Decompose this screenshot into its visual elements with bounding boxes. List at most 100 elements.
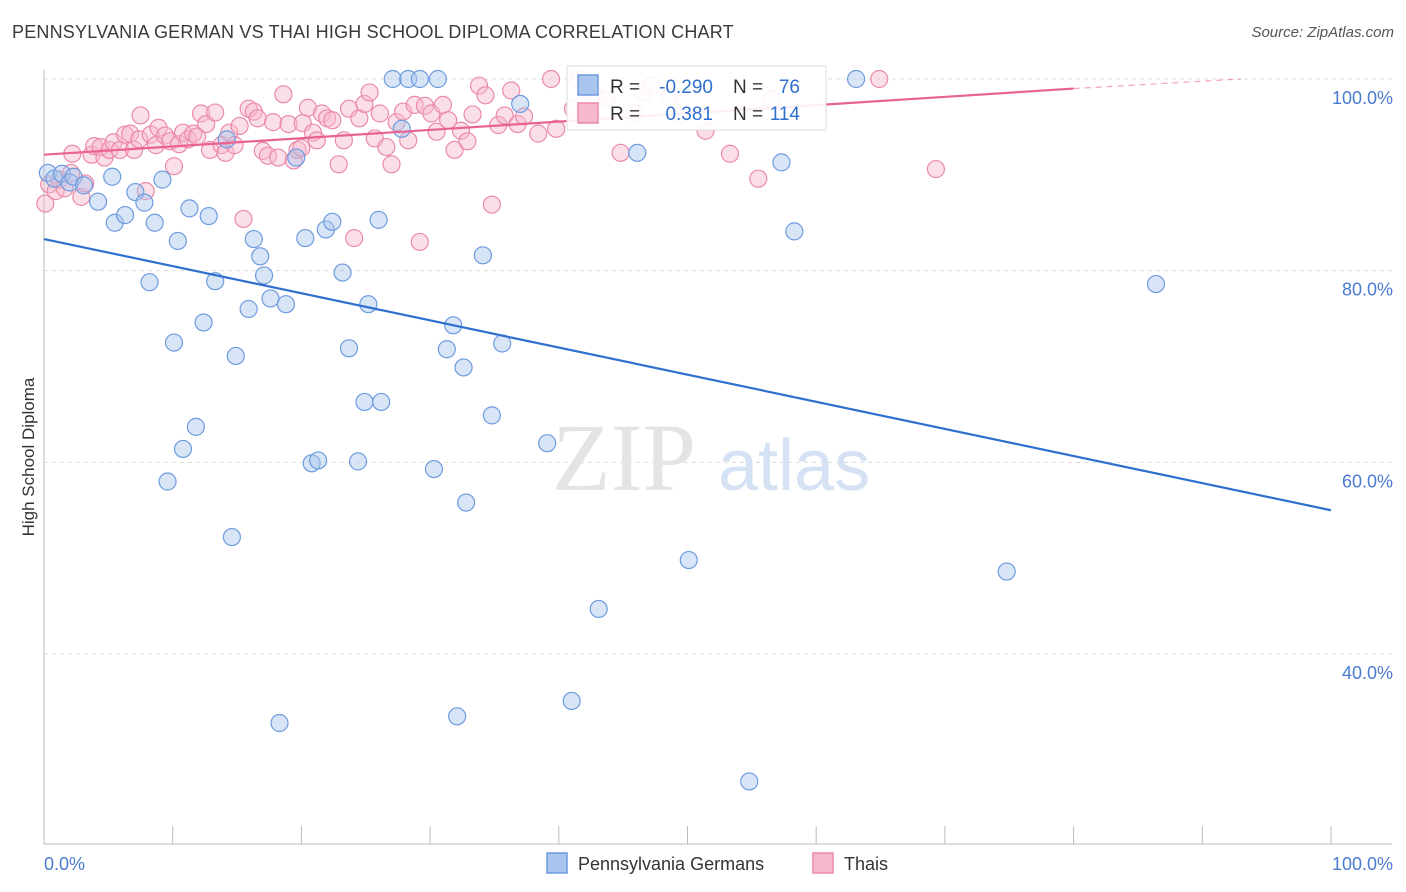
thai-point-57	[307, 131, 326, 150]
pennsylvania-german-point-67	[740, 772, 759, 791]
pennsylvania-german-point-22	[199, 206, 218, 226]
pennsylvania-german-point-46	[372, 392, 391, 412]
thai-point-16	[115, 125, 135, 144]
thai-point-80	[433, 95, 453, 114]
thai-point-110	[870, 69, 889, 89]
thai-point-60	[323, 111, 342, 130]
thai-point-69	[370, 104, 390, 123]
x-tick-label-1: 100.0%	[1332, 854, 1393, 874]
pennsylvania-german-point-26	[226, 346, 245, 366]
pennsylvania-german-point-53	[437, 340, 456, 359]
pennsylvania-german-point-32	[270, 713, 289, 733]
pennsylvania-german-point-71	[997, 562, 1016, 581]
thai-point-107	[720, 144, 740, 163]
thai-point-65	[350, 109, 369, 128]
gridlines	[44, 78, 1392, 655]
thai-point-20	[131, 106, 150, 125]
y-tick-label-0: 100.0%	[1332, 88, 1393, 108]
pennsylvania-german-point-37	[309, 451, 328, 470]
pennsylvania-german-point-47	[383, 69, 402, 89]
stats-pink-r-value: 0.381	[665, 104, 713, 125]
thai-point-51	[279, 114, 298, 134]
watermark-atlas: atlas	[718, 426, 870, 506]
x-ticks	[43, 826, 1332, 844]
pennsylvania-german-point-50	[410, 69, 429, 89]
pennsylvania-german-point-45	[369, 210, 388, 229]
thai-point-42	[234, 209, 253, 229]
legend-pink-label: Thais	[844, 854, 888, 874]
pennsylvania-german-point-34	[287, 148, 306, 167]
pennsylvania-german-point-11	[135, 193, 154, 212]
thai-point-76	[410, 232, 429, 252]
thai-point-71	[382, 155, 401, 174]
pennsylvania-german-point-59	[482, 406, 501, 425]
stats-pink-n-value: 114	[770, 104, 801, 125]
thai-point-50	[274, 85, 293, 104]
pennsylvania-german-point-15	[158, 472, 177, 491]
thai-point-64	[345, 228, 364, 248]
axes	[43, 70, 1392, 845]
stats-blue-r-label: R =	[610, 77, 640, 98]
pennsylvania-german-point-55	[448, 707, 467, 726]
stats-pink-n-label: N =	[733, 104, 763, 125]
thai-point-86	[469, 76, 489, 95]
pennsylvania-german-point-72	[1146, 274, 1166, 294]
pennsylvania-german-point-28	[244, 229, 263, 249]
pennsylvania-german-point-18	[173, 439, 193, 459]
thai-point-101	[611, 143, 630, 162]
thai-point-96	[547, 119, 566, 138]
thai-point-33	[191, 104, 211, 123]
pennsylvania-german-point-31	[261, 289, 280, 308]
pennsylvania-german-point-6	[88, 192, 108, 211]
stats-pink-r-label: R =	[610, 104, 640, 125]
thai-point-61	[329, 155, 348, 174]
stats-pink-swatch	[577, 102, 599, 124]
pennsylvania-german-point-64	[589, 599, 608, 619]
pennsylvania-german-point-51	[424, 459, 444, 479]
pennsylvania-german-point-56	[454, 358, 473, 377]
pennsylvania-german-point-29	[251, 247, 270, 266]
pennsylvania-german-point-69	[785, 222, 804, 241]
thai-point-108	[749, 169, 768, 188]
pennsylvania-german-point-9	[115, 205, 135, 225]
pennsylvania-german-point-41	[339, 339, 359, 358]
thai-point-91	[502, 81, 521, 100]
thai-point-70	[377, 137, 396, 157]
legend-blue-label: Pennsylvania Germans	[578, 854, 764, 874]
pennsylvania-german-point-70	[846, 69, 866, 89]
pennsylvania-german-point-16	[164, 333, 184, 352]
thai-point-48	[263, 113, 283, 132]
pennsylvania-german-point-21	[194, 313, 213, 332]
pennsylvania-german-point-42	[348, 452, 368, 471]
y-axis-title: High School Diploma	[19, 377, 38, 536]
watermark-zip: ZIP	[552, 404, 696, 511]
pennsylvania-german-point-58	[473, 246, 492, 265]
pennsylvania-german-point-27	[239, 299, 258, 319]
pennsylvania-german-point-43	[355, 392, 374, 412]
thai-point-90	[495, 106, 514, 125]
thai-point-83	[451, 121, 471, 140]
thai-point-36	[206, 103, 225, 122]
pennsylvania-german-point-40	[333, 263, 352, 282]
pennsylvania-german-point-25	[222, 527, 242, 547]
y-tick-labels: 100.0% 80.0% 60.0% 40.0%	[1332, 88, 1393, 683]
thai-point-35	[200, 140, 220, 160]
y-tick-label-3: 40.0%	[1342, 663, 1393, 683]
chart-title: PENNSYLVANIA GERMAN VS THAI HIGH SCHOOL …	[12, 22, 734, 42]
thai-point-27	[164, 157, 184, 176]
pennsylvania-german-point-7	[103, 167, 122, 186]
pennsylvania-german-point-62	[538, 434, 557, 453]
thai-point-94	[529, 124, 548, 143]
pennsylvania-german-point-30	[254, 266, 274, 285]
y-tick-label-2: 60.0%	[1342, 471, 1393, 491]
x-tick-labels: 0.0% 100.0%	[44, 854, 1393, 874]
pennsylvania-german-point-12	[140, 273, 159, 292]
stats-blue-r-value: -0.290	[659, 77, 713, 98]
thai-point-41	[230, 116, 249, 136]
thai-point-0	[36, 194, 55, 213]
legend-blue-swatch	[546, 852, 568, 874]
thais-trend-line-extension	[1073, 78, 1241, 90]
stats-blue-n-label: N =	[733, 77, 763, 98]
thais-trend-line	[43, 87, 1074, 156]
thai-point-82	[445, 140, 464, 160]
